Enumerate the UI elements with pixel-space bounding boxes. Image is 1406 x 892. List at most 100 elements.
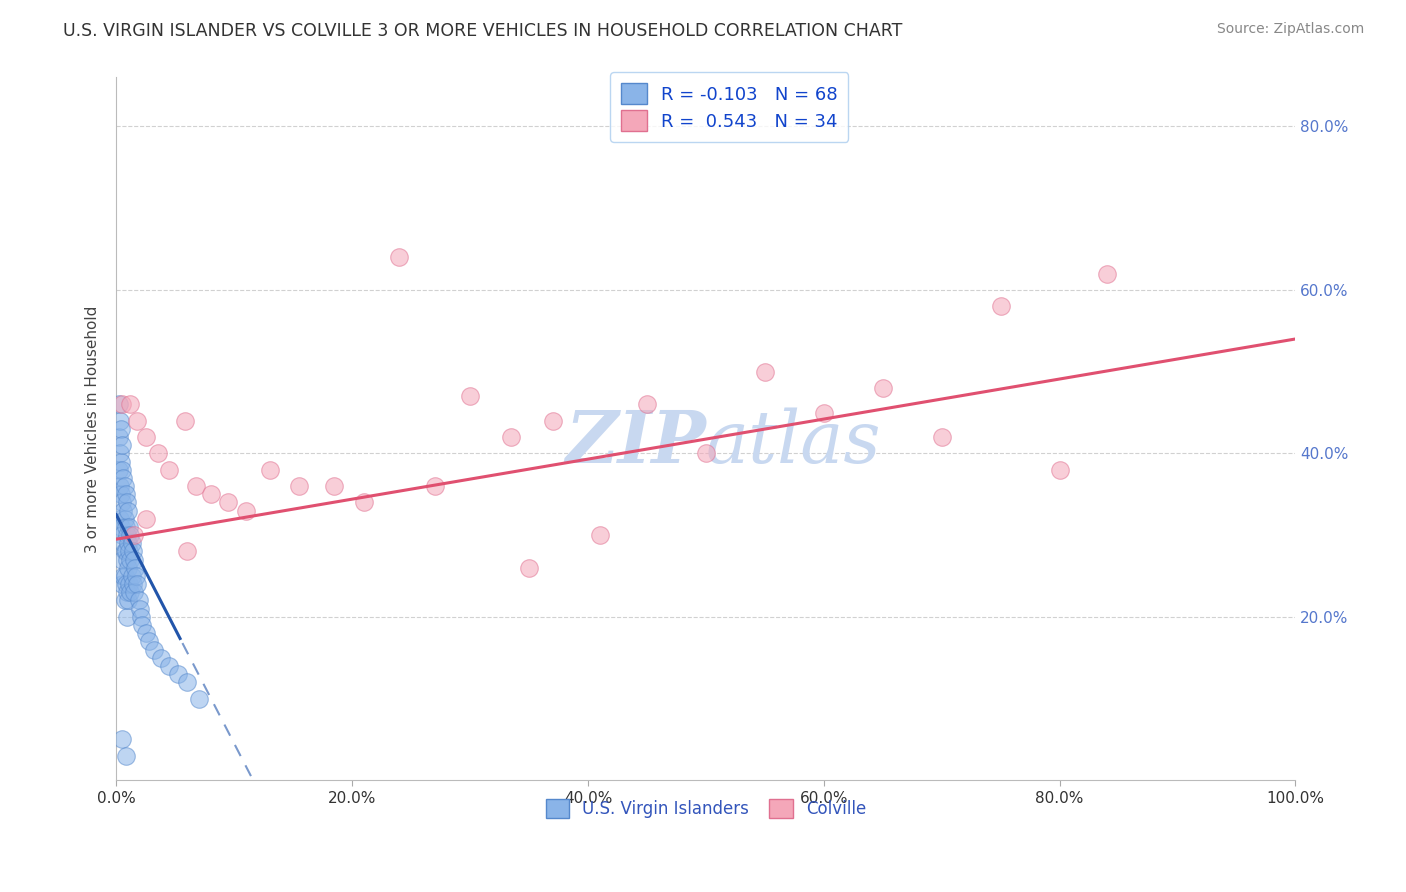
Point <box>157 659 180 673</box>
Point <box>135 430 157 444</box>
Point <box>108 512 131 526</box>
Point <box>112 536 135 550</box>
Point <box>166 667 188 681</box>
Point <box>121 569 143 583</box>
Point <box>114 748 136 763</box>
Point <box>589 528 612 542</box>
Point <box>127 414 149 428</box>
Point <box>118 577 141 591</box>
Point <box>107 430 129 444</box>
Point <box>872 381 894 395</box>
Point <box>115 528 138 542</box>
Point <box>235 503 257 517</box>
Point <box>124 561 146 575</box>
Point <box>115 585 138 599</box>
Point <box>541 414 564 428</box>
Legend: U.S. Virgin Islanders, Colville: U.S. Virgin Islanders, Colville <box>538 792 873 825</box>
Point <box>111 495 134 509</box>
Point <box>111 463 134 477</box>
Point <box>111 528 134 542</box>
Point <box>150 650 173 665</box>
Point <box>110 520 132 534</box>
Point <box>186 479 208 493</box>
Point <box>259 463 281 477</box>
Point <box>200 487 222 501</box>
Point <box>108 446 131 460</box>
Point <box>1095 267 1118 281</box>
Point <box>112 471 135 485</box>
Point <box>122 585 145 599</box>
Point <box>157 463 180 477</box>
Point <box>115 552 138 566</box>
Text: ZIP: ZIP <box>565 408 706 478</box>
Point <box>695 446 717 460</box>
Point <box>111 438 134 452</box>
Point <box>117 561 139 575</box>
Point <box>107 397 129 411</box>
Y-axis label: 3 or more Vehicles in Household: 3 or more Vehicles in Household <box>86 305 100 552</box>
Point <box>117 593 139 607</box>
Point <box>146 446 169 460</box>
Point <box>131 618 153 632</box>
Text: atlas: atlas <box>706 408 882 478</box>
Point <box>114 479 136 493</box>
Point <box>121 536 143 550</box>
Point <box>143 642 166 657</box>
Point <box>110 422 132 436</box>
Point <box>120 585 142 599</box>
Point <box>112 569 135 583</box>
Point <box>217 495 239 509</box>
Point <box>501 430 523 444</box>
Point <box>115 495 138 509</box>
Point <box>114 577 136 591</box>
Point <box>135 626 157 640</box>
Point <box>138 634 160 648</box>
Point <box>288 479 311 493</box>
Point <box>110 487 132 501</box>
Point <box>353 495 375 509</box>
Point <box>388 250 411 264</box>
Point <box>128 593 150 607</box>
Point <box>128 601 150 615</box>
Point <box>176 544 198 558</box>
Point <box>636 397 658 411</box>
Point <box>111 732 134 747</box>
Point <box>458 389 481 403</box>
Point <box>108 479 131 493</box>
Point <box>120 552 142 566</box>
Point <box>118 520 141 534</box>
Point <box>135 512 157 526</box>
Point <box>173 414 195 428</box>
Point <box>117 503 139 517</box>
Point <box>127 577 149 591</box>
Point <box>114 569 136 583</box>
Point <box>754 365 776 379</box>
Point <box>122 552 145 566</box>
Point <box>114 487 136 501</box>
Point <box>111 577 134 591</box>
Point <box>110 454 132 468</box>
Point <box>517 561 540 575</box>
Point <box>990 299 1012 313</box>
Point <box>118 544 141 558</box>
Point <box>107 463 129 477</box>
Point <box>323 479 346 493</box>
Point <box>120 528 142 542</box>
Point <box>108 414 131 428</box>
Point <box>117 536 139 550</box>
Point <box>813 405 835 419</box>
Point <box>121 544 143 558</box>
Point <box>114 512 136 526</box>
Point <box>111 552 134 566</box>
Point <box>125 569 148 583</box>
Point <box>120 397 142 411</box>
Point <box>122 528 145 542</box>
Point <box>1049 463 1071 477</box>
Point <box>121 577 143 591</box>
Point <box>129 610 152 624</box>
Point <box>115 610 138 624</box>
Point <box>114 544 136 558</box>
Text: Source: ZipAtlas.com: Source: ZipAtlas.com <box>1216 22 1364 37</box>
Point <box>423 479 446 493</box>
Point <box>114 520 136 534</box>
